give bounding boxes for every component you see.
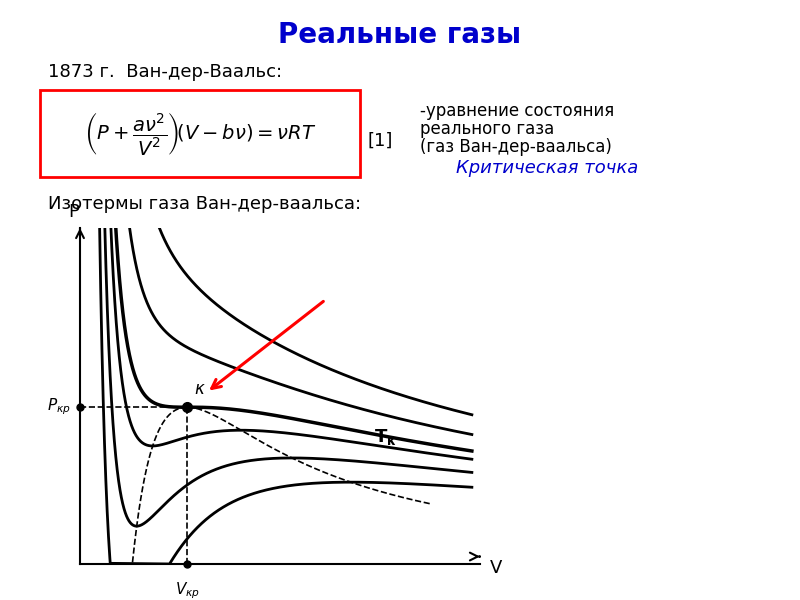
Text: -уравнение состояния: -уравнение состояния: [420, 102, 614, 120]
Text: реального газа: реального газа: [420, 120, 554, 138]
Text: $\mathbf{T_\kappa}$: $\mathbf{T_\kappa}$: [374, 427, 397, 447]
Text: $P_{\kappa p}$: $P_{\kappa p}$: [46, 397, 70, 418]
Text: 1873 г.  Ван-дер-Ваальс:: 1873 г. Ван-дер-Ваальс:: [48, 63, 282, 81]
Text: $V_{\kappa p}$: $V_{\kappa p}$: [175, 580, 200, 600]
Text: P: P: [68, 203, 79, 221]
Text: V: V: [490, 559, 502, 577]
Text: $\kappa$: $\kappa$: [194, 380, 206, 398]
Text: $\left(P + \dfrac{a\nu^2}{V^2}\right)\!\left(V - b\nu\right) = \nu RT$: $\left(P + \dfrac{a\nu^2}{V^2}\right)\!\…: [84, 110, 316, 157]
Text: Критическая точка: Критическая точка: [456, 159, 638, 177]
Text: Изотермы газа Ван-дер-ваальса:: Изотермы газа Ван-дер-ваальса:: [48, 195, 361, 213]
Text: (газ Ван-дер-ваальса): (газ Ван-дер-ваальса): [420, 138, 612, 156]
Text: Реальные газы: Реальные газы: [278, 21, 522, 49]
Text: [1]: [1]: [367, 132, 393, 150]
